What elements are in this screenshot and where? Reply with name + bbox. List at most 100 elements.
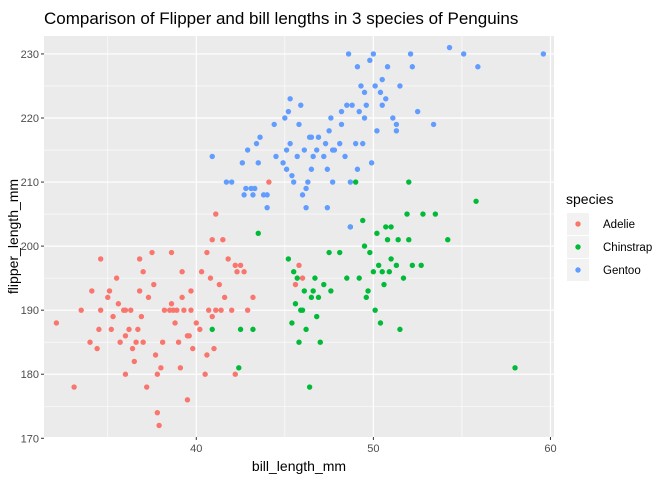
data-point xyxy=(197,326,203,333)
data-point xyxy=(110,313,116,320)
data-point xyxy=(329,179,336,185)
data-point xyxy=(213,307,219,313)
data-point xyxy=(177,365,184,371)
data-point xyxy=(129,345,136,352)
data-point xyxy=(298,102,304,108)
data-point xyxy=(136,256,143,262)
data-point xyxy=(418,262,424,269)
data-point xyxy=(106,288,113,294)
data-point xyxy=(264,204,270,211)
data-point xyxy=(379,269,385,275)
data-point xyxy=(326,128,332,134)
data-point xyxy=(400,275,407,281)
data-point xyxy=(184,397,191,403)
data-point xyxy=(393,262,400,269)
data-point xyxy=(393,128,400,134)
data-point xyxy=(241,192,247,198)
data-point xyxy=(397,83,403,89)
data-point xyxy=(345,51,352,57)
data-point xyxy=(159,339,166,345)
legend-swatch xyxy=(575,221,581,227)
data-point xyxy=(53,320,60,326)
data-point xyxy=(374,230,380,236)
data-point xyxy=(94,345,100,352)
data-point xyxy=(308,134,315,140)
data-point xyxy=(172,320,178,326)
data-point xyxy=(283,147,290,153)
data-point xyxy=(386,269,393,275)
chart-title: Comparison of Flipper and bill lengths i… xyxy=(44,9,518,28)
data-point xyxy=(190,345,196,352)
data-point xyxy=(322,140,329,147)
data-point xyxy=(326,249,332,256)
data-point xyxy=(321,281,327,288)
data-point xyxy=(430,121,437,128)
data-point xyxy=(338,121,345,128)
data-point xyxy=(282,115,288,121)
x-tick-label: 40 xyxy=(190,443,202,455)
data-point xyxy=(221,294,228,301)
data-point xyxy=(395,237,401,243)
data-point xyxy=(328,115,334,121)
data-point xyxy=(379,102,385,108)
data-point xyxy=(186,333,192,339)
data-point xyxy=(292,301,299,307)
data-point xyxy=(122,307,129,313)
data-point xyxy=(161,307,168,313)
data-point xyxy=(308,294,315,301)
data-point xyxy=(342,153,348,160)
data-point xyxy=(140,339,146,345)
data-point xyxy=(299,307,306,313)
data-point xyxy=(244,307,251,313)
data-point xyxy=(236,365,242,371)
data-point xyxy=(361,89,368,96)
data-point xyxy=(393,121,400,128)
data-point xyxy=(310,153,316,160)
data-point xyxy=(117,339,123,345)
data-point xyxy=(414,108,421,115)
data-point xyxy=(285,108,292,115)
data-point xyxy=(289,172,295,179)
data-point xyxy=(97,256,104,262)
data-point xyxy=(370,269,377,275)
data-point xyxy=(220,237,226,243)
legend-swatch xyxy=(575,244,581,250)
data-point xyxy=(337,249,343,256)
data-point xyxy=(540,51,547,57)
data-point xyxy=(174,307,180,313)
data-point xyxy=(383,224,389,230)
data-point xyxy=(136,288,143,294)
data-point xyxy=(158,365,164,371)
legend-label: Adelie xyxy=(603,219,635,231)
data-point xyxy=(133,339,139,345)
legend-title: species xyxy=(566,191,613,207)
data-point xyxy=(188,288,194,294)
data-point xyxy=(202,371,208,377)
legend-item-adelie: Adelie xyxy=(567,213,635,235)
data-point xyxy=(301,147,308,153)
data-point xyxy=(243,185,249,192)
data-point xyxy=(315,134,322,140)
data-point xyxy=(420,211,426,217)
data-point xyxy=(356,108,362,115)
data-point xyxy=(404,211,410,217)
data-point xyxy=(207,275,214,281)
data-point xyxy=(96,326,102,333)
data-point xyxy=(296,262,302,269)
data-point xyxy=(280,160,286,166)
data-point xyxy=(379,76,385,83)
y-tick-label: 210 xyxy=(21,177,39,189)
data-point xyxy=(289,320,295,326)
data-point xyxy=(128,307,134,313)
data-point xyxy=(344,102,350,108)
data-point xyxy=(152,352,159,358)
data-point xyxy=(370,51,377,57)
data-point xyxy=(308,166,315,172)
data-point xyxy=(213,211,219,217)
data-point xyxy=(349,102,355,108)
data-point xyxy=(290,269,297,275)
data-point xyxy=(89,288,95,294)
data-point xyxy=(239,160,246,166)
x-tick-label: 60 xyxy=(544,443,556,455)
